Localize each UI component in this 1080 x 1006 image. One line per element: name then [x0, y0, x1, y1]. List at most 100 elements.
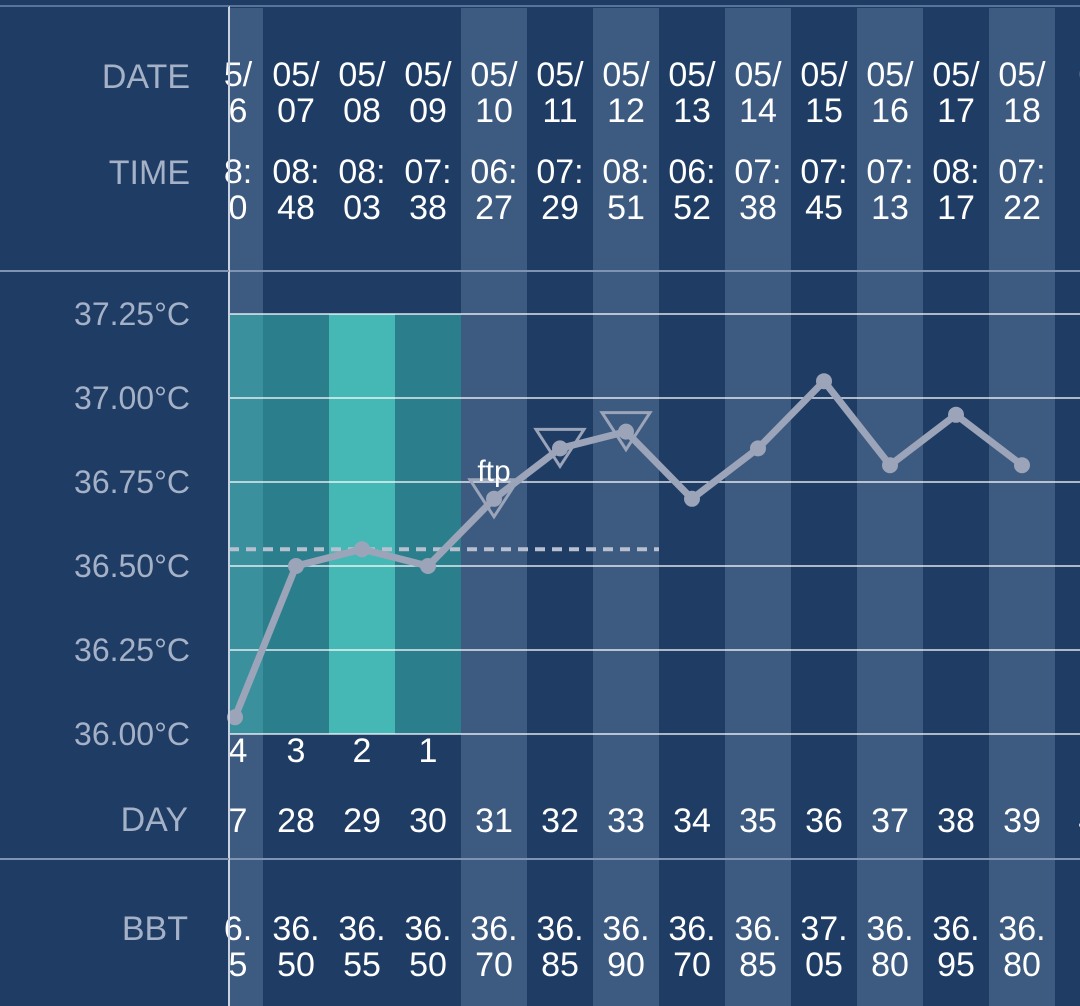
date-cell-top: 05/ — [272, 56, 320, 94]
y-tick-label: 37.25°C — [74, 296, 190, 332]
day-row-label: DAY — [121, 801, 188, 839]
time-cell-bottom: 52 — [673, 189, 711, 227]
time-cell-top: 07: — [866, 153, 913, 191]
date-cell-top: 05/ — [338, 56, 386, 94]
time-cell-top: 08: — [272, 153, 319, 191]
bbt-data-point[interactable] — [816, 373, 832, 390]
time-cell-bottom: 38 — [739, 189, 777, 227]
y-tick-label: 36.00°C — [74, 716, 190, 752]
ovulation-triangle-marker — [599, 411, 653, 453]
fertile-day-band — [329, 314, 395, 734]
bbt-cell-bottom: 05 — [805, 946, 843, 984]
bbt-data-point[interactable] — [750, 440, 766, 457]
fertile-day-band — [263, 314, 329, 734]
chart-background — [229, 8, 1055, 1006]
time-cell-top: 07: — [404, 153, 451, 191]
time-cell-top: 07: — [734, 153, 781, 191]
time-cell-top: 07: — [998, 153, 1045, 191]
y-tick-label: 36.50°C — [74, 548, 190, 584]
y-axis-tick-labels: 37.25°C 37.00°C 36.75°C 36.50°C 36.25°C 36.00… — [74, 296, 190, 752]
bbt-cell-top: 36. — [536, 910, 583, 948]
y-tick-label: 36.75°C — [74, 464, 190, 500]
bbt-data-point[interactable] — [420, 558, 436, 574]
cycle-day-cell: 34 — [673, 802, 711, 840]
date-cell-bottom: 07 — [277, 92, 315, 130]
cycle-day-cell: 4 — [1079, 802, 1080, 840]
time-cell-top: 08: — [932, 153, 979, 191]
time-cell-top: 08: — [602, 153, 649, 191]
date-cell-top: 05/ — [734, 56, 782, 94]
date-cell-top: 05/ — [602, 56, 650, 94]
bbt-data-point[interactable] — [948, 406, 964, 423]
cycle-day-cell: 31 — [475, 802, 513, 840]
ovulation-triangle-marker — [533, 427, 587, 470]
cycle-day-cell: 36 — [805, 802, 843, 840]
time-cell-bottom: 27 — [475, 189, 513, 227]
date-cell-bottom: 6 — [229, 92, 248, 130]
bbt-cell-top: 36. — [404, 910, 451, 948]
cycle-day-cell: 28 — [277, 802, 315, 840]
bbt-cell-bottom: 70 — [673, 946, 711, 984]
bbt-data-point[interactable] — [1014, 457, 1030, 474]
bbt-cell-bottom: 70 — [475, 946, 513, 984]
time-cell-bottom: 51 — [607, 189, 645, 227]
time-cell-bottom: 22 — [1003, 189, 1041, 227]
date-cell-top: 05/ — [998, 56, 1046, 94]
chart-gridlines — [229, 313, 1080, 735]
bbt-cell-bottom: 80 — [871, 946, 909, 984]
date-cell-bottom: 13 — [673, 92, 711, 130]
bbt-cell-bottom: 90 — [607, 946, 645, 984]
cycle-day-cell: 29 — [343, 802, 381, 840]
bbt-cell-bottom: 85 — [739, 946, 777, 984]
date-cell-bottom: 12 — [607, 92, 645, 130]
bbt-data-point[interactable] — [354, 541, 370, 558]
ovulation-triangle-marker — [467, 478, 521, 520]
time-cell-top: 07: — [800, 153, 847, 191]
time-cell-bottom: 48 — [277, 189, 315, 227]
bbt-cell-bottom: 50 — [409, 946, 447, 984]
bbt-cell-bottom: 80 — [1003, 946, 1041, 984]
bbt-cell-bottom: 50 — [277, 946, 315, 984]
bbt-cell-top: 37. — [800, 910, 847, 948]
bbt-row-label: BBT — [122, 910, 188, 948]
cycle-day-cell: 7 — [229, 802, 248, 840]
temperature-markers[interactable] — [227, 373, 1030, 726]
bbt-data-point[interactable] — [618, 423, 634, 440]
cycle-day-cell: 37 — [871, 802, 909, 840]
date-cell-bottom: 10 — [475, 92, 513, 130]
bbt-data-point[interactable] — [684, 490, 700, 507]
date-cell-bottom: 1 — [1079, 92, 1080, 130]
time-cell-bottom: 45 — [805, 189, 843, 227]
date-cell-top: 05/ — [932, 56, 980, 94]
bbt-cell-bottom: 5 — [229, 946, 248, 984]
fertile-window-shading — [229, 314, 461, 734]
time-cell-bottom: 0 — [229, 189, 248, 227]
bbt-data-point[interactable] — [486, 490, 502, 507]
cycle-day-cell: 38 — [937, 802, 975, 840]
fertile-countdown: 1 — [419, 732, 438, 770]
bbt-cell-bottom: 55 — [343, 946, 381, 984]
date-cell-top: 05/ — [800, 56, 848, 94]
bbt-cell-top: 36. — [602, 910, 649, 948]
date-cell-top: 05/ — [536, 56, 584, 94]
column-stripe — [593, 8, 659, 1006]
bbt-data-point[interactable] — [227, 709, 243, 726]
bbt-cell-bottom: 95 — [937, 946, 975, 984]
bbt-data-point[interactable] — [882, 457, 898, 474]
bbt-cell-top: 36. — [998, 910, 1045, 948]
label-panel — [0, 0, 228, 1006]
time-cell-top: 07: — [536, 153, 583, 191]
cycle-day-cell: 33 — [607, 802, 645, 840]
y-tick-label: 37.00°C — [74, 380, 190, 416]
bbt-cell-top: 36. — [866, 910, 913, 948]
bbt-data-point[interactable] — [288, 558, 304, 574]
date-cell-top: 0 — [1079, 56, 1080, 94]
bbt-data-point[interactable] — [552, 440, 568, 457]
date-cell-bottom: 14 — [739, 92, 777, 130]
column-text: ftp5/68:0476.505/0708:4832836.5005/0808:… — [224, 56, 1080, 984]
time-cell-bottom: 13 — [871, 189, 909, 227]
bbt-cell-bottom: 85 — [541, 946, 579, 984]
date-cell-bottom: 16 — [871, 92, 909, 130]
date-cell-top: 05/ — [470, 56, 518, 94]
